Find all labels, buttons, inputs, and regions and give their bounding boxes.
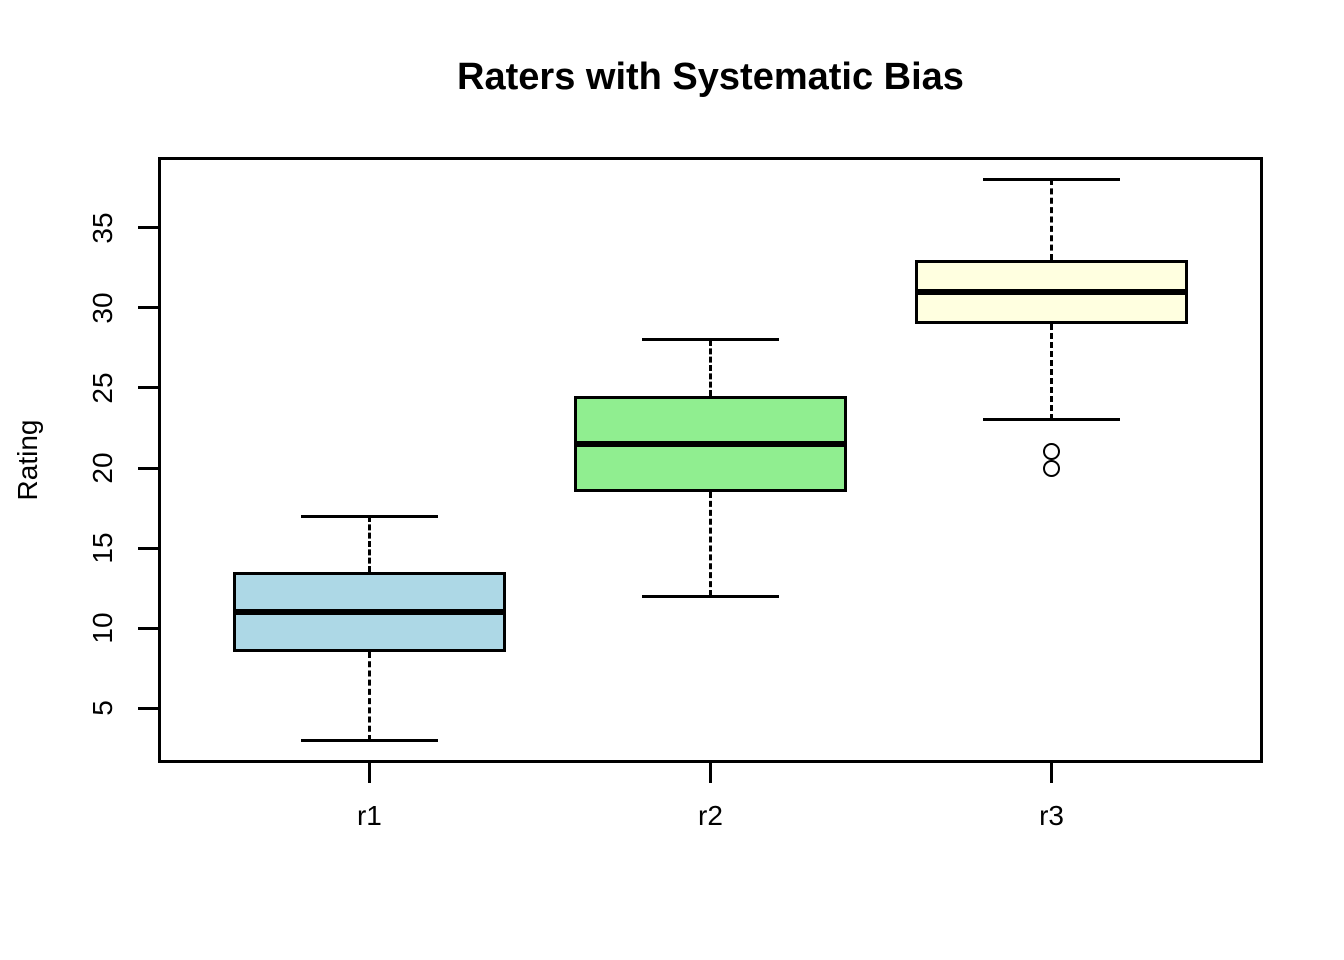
x-tick xyxy=(367,763,371,783)
x-category-label-r2: r2 xyxy=(698,800,723,831)
upper-whisker-r2 xyxy=(709,339,712,396)
median-line-r2 xyxy=(574,440,847,447)
lower-whisker-r3 xyxy=(1050,323,1054,420)
upper-whisker-r1 xyxy=(367,516,371,573)
y-tick xyxy=(138,706,158,710)
y-tick xyxy=(138,466,158,470)
y-tick xyxy=(138,306,158,310)
lower-whisker-cap-r3 xyxy=(983,418,1120,422)
y-tick-label: 30 xyxy=(87,292,118,324)
y-tick-label: 25 xyxy=(87,372,118,404)
lower-whisker-cap-r2 xyxy=(642,594,779,598)
chart-title: Raters with Systematic Bias xyxy=(457,56,964,98)
upper-whisker-cap-r3 xyxy=(983,177,1120,181)
upper-whisker-cap-r2 xyxy=(642,338,779,342)
y-tick-label: 10 xyxy=(87,612,118,644)
y-tick xyxy=(138,626,158,630)
y-tick-label: 15 xyxy=(87,532,118,564)
outlier-point-r3 xyxy=(1043,443,1061,461)
x-category-label-r1: r1 xyxy=(356,800,382,831)
x-category-label-r3: r3 xyxy=(1039,800,1064,831)
y-tick-label: 5 xyxy=(87,700,118,717)
x-tick xyxy=(709,763,712,783)
y-tick-label: 35 xyxy=(87,211,118,244)
lower-whisker-r2 xyxy=(709,492,712,597)
upper-whisker-r3 xyxy=(1050,179,1054,260)
upper-whisker-cap-r1 xyxy=(301,514,438,518)
lower-whisker-r1 xyxy=(367,652,371,741)
lower-whisker-cap-r1 xyxy=(301,739,438,743)
y-tick xyxy=(138,386,158,390)
y-tick-label: 20 xyxy=(87,452,118,484)
y-axis-label: Rating xyxy=(12,419,43,501)
outlier-point-r3 xyxy=(1043,459,1061,477)
median-line-r3 xyxy=(915,288,1188,295)
x-tick xyxy=(1050,763,1054,783)
y-tick xyxy=(138,226,158,230)
y-tick xyxy=(138,546,158,550)
median-line-r1 xyxy=(233,609,506,616)
